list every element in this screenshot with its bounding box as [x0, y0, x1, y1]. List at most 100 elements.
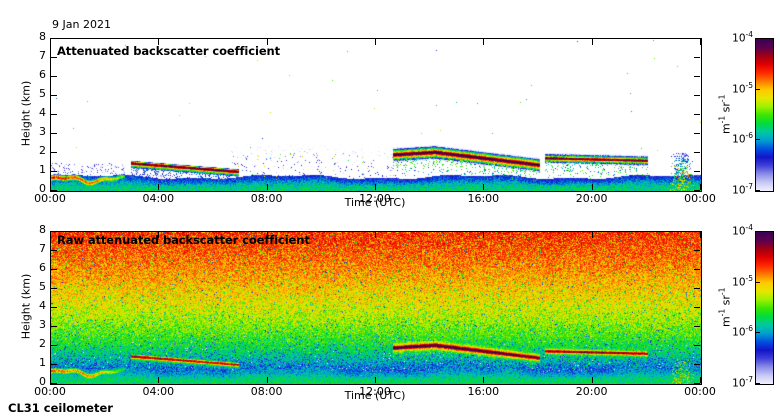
panel-title-attenuated: Attenuated backscatter coefficient — [57, 44, 281, 58]
y-tick-label-bottom-8: 8 — [39, 223, 46, 236]
x-tick-top-bottom-4 — [483, 232, 484, 238]
colorbar-tick-label-0-2: 10-6 — [719, 131, 753, 146]
y-tick-label-top-1: 1 — [39, 163, 46, 176]
x-tick-label-top-5: 20:00 — [575, 192, 608, 205]
colorbar-tick-label-1-1: 10-5 — [719, 274, 753, 289]
colorbar-swatch-bottom — [755, 231, 774, 385]
x-tick-label-top-1: 04:00 — [142, 192, 175, 205]
y-tick-top-5 — [51, 95, 57, 96]
cb-tick-mantissa: 10 — [732, 83, 746, 96]
x-axis-label-bottom: Time (UTC) — [344, 389, 406, 402]
colorbar-gradient-top — [756, 39, 773, 191]
x-tick-bottom-5 — [592, 377, 593, 383]
y-tick-bottom-7 — [51, 250, 57, 251]
cb-tick-exponent: -4 — [745, 223, 753, 232]
y-tick-bottom-2 — [51, 345, 57, 346]
y-tick-bottom-4 — [51, 307, 57, 308]
y-tick-label-top-4: 4 — [39, 106, 46, 119]
cb-tick-exponent: -6 — [745, 324, 753, 334]
cb-tick-mantissa: 10 — [732, 377, 746, 390]
cb-unit-sr-exp-2: -1 — [717, 287, 727, 296]
y-tick-right-top-2 — [694, 152, 700, 153]
cb-tick-exponent: -7 — [745, 182, 753, 191]
x-tick-bottom-4 — [483, 377, 484, 383]
x-tick-top-6 — [700, 184, 701, 190]
y-tick-label-top-2: 2 — [39, 144, 46, 157]
y-tick-label-top-5: 5 — [39, 87, 46, 100]
x-tick-label-bottom-0: 00:00 — [34, 385, 66, 398]
x-tick-bottom-1 — [158, 377, 159, 383]
y-tick-label-bottom-4: 4 — [39, 299, 46, 312]
colorbar-gradient-bottom — [756, 232, 773, 384]
x-tick-top-top-6 — [700, 39, 701, 45]
y-tick-label-top-0: 0 — [39, 182, 46, 195]
x-tick-label-bottom-4: 16:00 — [467, 385, 500, 398]
colorbar-tick-label-0-0: 10-4 — [719, 30, 753, 45]
x-tick-bottom-0 — [50, 377, 51, 383]
x-tick-top-top-3 — [375, 39, 376, 45]
x-tick-top-top-4 — [483, 39, 484, 45]
cb-tick-mantissa: 10 — [732, 276, 746, 289]
x-tick-top-bottom-6 — [700, 232, 701, 238]
y-tick-bottom-6 — [51, 269, 57, 270]
cb-unit-sr-2: sr — [719, 295, 733, 309]
x-tick-label-bottom-5: 20:00 — [575, 385, 608, 398]
colorbar-tick-label-1-2: 10-6 — [719, 324, 753, 339]
x-tick-top-bottom-3 — [375, 232, 376, 238]
backscatter-heatmap-canvas — [51, 39, 701, 191]
cb-tick-mantissa: 10 — [732, 225, 746, 238]
x-tick-label-bottom-3: 12:00 — [359, 385, 391, 398]
date-label: 9 Jan 2021 — [52, 18, 111, 31]
cb-unit-m-exp: -1 — [717, 115, 727, 124]
x-tick-top-bottom-2 — [267, 232, 268, 238]
y-tick-right-bottom-3 — [694, 326, 700, 327]
y-tick-top-2 — [51, 152, 57, 153]
x-tick-top-top-1 — [158, 39, 159, 45]
y-tick-right-bottom-4 — [694, 307, 700, 308]
y-tick-label-bottom-7: 7 — [39, 242, 46, 255]
y-tick-top-1 — [51, 171, 57, 172]
cb-tick-exponent: -4 — [745, 30, 753, 39]
x-tick-label-top-2: 08:00 — [250, 192, 283, 205]
x-tick-label-bottom-2: 08:00 — [250, 385, 283, 398]
x-tick-top-5 — [592, 184, 593, 190]
raw-backscatter-heatmap-canvas — [51, 232, 701, 384]
colorbar-tick-label-1-0: 10-4 — [719, 223, 753, 238]
y-tick-right-bottom-2 — [694, 345, 700, 346]
y-tick-label-top-3: 3 — [39, 125, 46, 138]
plot-area-attenuated — [50, 38, 702, 192]
instrument-footer: CL31 ceilometer — [8, 401, 113, 415]
y-tick-bottom-0 — [51, 383, 57, 384]
plot-area-raw — [50, 231, 702, 385]
x-tick-label-bottom-6: 00:00 — [684, 385, 716, 398]
colorbar-tick-1-2 — [756, 332, 760, 333]
y-tick-label-top-8: 8 — [39, 30, 46, 43]
cb-tick-exponent: -6 — [745, 131, 753, 141]
colorbar-tick-1-0 — [756, 231, 760, 232]
panel-title-raw: Raw attenuated backscatter coefficient — [57, 233, 310, 247]
x-tick-bottom-2 — [267, 377, 268, 383]
x-tick-label-top-4: 16:00 — [467, 192, 500, 205]
colorbar-tick-0-3 — [756, 190, 760, 191]
x-tick-top-3 — [375, 184, 376, 190]
x-tick-label-top-6: 00:00 — [684, 192, 716, 205]
colorbar-tick-label-1-3: 10-7 — [719, 375, 753, 390]
cb-unit-sr: sr — [719, 102, 733, 116]
cb-tick-mantissa: 10 — [732, 326, 746, 339]
y-tick-label-bottom-6: 6 — [39, 261, 46, 274]
x-tick-label-top-3: 12:00 — [359, 192, 391, 205]
y-tick-top-7 — [51, 57, 57, 58]
y-tick-top-6 — [51, 76, 57, 77]
x-tick-top-bottom-5 — [592, 232, 593, 238]
y-tick-right-top-4 — [694, 114, 700, 115]
colorbar-tick-1-3 — [756, 383, 760, 384]
y-tick-right-bottom-5 — [694, 288, 700, 289]
colorbar-swatch-top — [755, 38, 774, 192]
y-tick-top-8 — [51, 38, 57, 39]
y-tick-label-bottom-3: 3 — [39, 318, 46, 331]
y-tick-label-bottom-1: 1 — [39, 356, 46, 369]
colorbar-tick-label-0-1: 10-5 — [719, 81, 753, 96]
y-tick-right-top-0 — [694, 190, 700, 191]
y-tick-top-3 — [51, 133, 57, 134]
